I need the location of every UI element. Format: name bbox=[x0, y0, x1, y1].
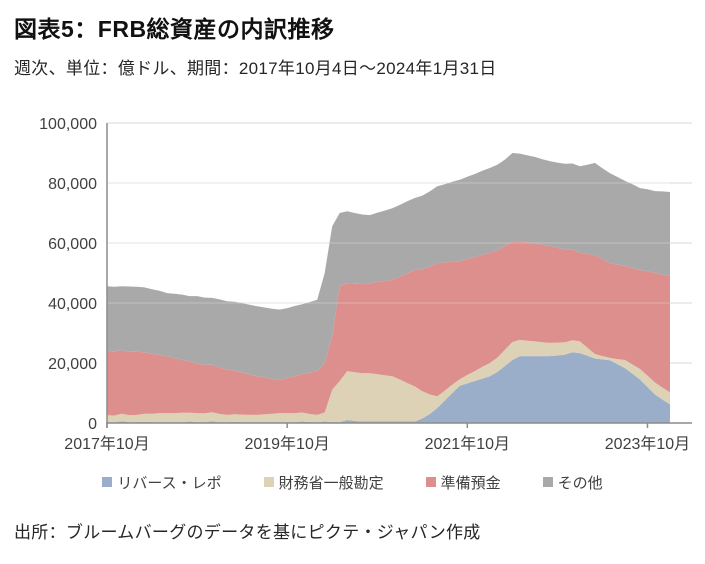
y-axis-label: 20,000 bbox=[48, 356, 97, 373]
legend-swatch-icon bbox=[263, 477, 274, 487]
legend-swatch-icon bbox=[425, 477, 436, 487]
stacked-area-plot: 2017年10月 2019年10月 2021年10月 2023年10月 0 20,000 4… bbox=[39, 116, 692, 453]
y-axis-label: 40,000 bbox=[48, 296, 97, 313]
legend-swatch-icon bbox=[542, 477, 553, 487]
y-axis-label: 100,000 bbox=[39, 116, 97, 133]
chart-legend: リバース・レポ 財務省一般勘定 準備預金 その他 bbox=[0, 471, 705, 493]
chart-title: 図表5：FRB総資産の内訳推移 bbox=[14, 16, 335, 42]
legend-item-1: リバース・レポ bbox=[102, 472, 222, 493]
legend-label: その他 bbox=[557, 474, 603, 492]
legend-item-2: 財務省一般勘定 bbox=[263, 472, 384, 493]
legend-label: 財務省一般勘定 bbox=[278, 474, 384, 492]
area-series-1 bbox=[107, 352, 670, 423]
legend-label: リバース・レポ bbox=[117, 474, 222, 492]
x-axis-label: 2019年10月 bbox=[244, 435, 329, 453]
area-series-2 bbox=[107, 339, 670, 423]
x-axis-label: 2017年10月 bbox=[64, 435, 149, 453]
y-axis-label: 80,000 bbox=[48, 176, 97, 193]
x-axis-label: 2021年10月 bbox=[425, 435, 510, 453]
area-series-3 bbox=[107, 240, 670, 416]
legend-item-3: 準備預金 bbox=[425, 472, 501, 493]
y-axis-label: 0 bbox=[88, 416, 97, 433]
legend-item-4: その他 bbox=[542, 472, 603, 493]
area-series-4 bbox=[107, 153, 670, 380]
x-axis-label: 2023年10月 bbox=[605, 435, 690, 453]
source-note: 出所：ブルームバーグのデータを基にピクテ・ジャパン作成 bbox=[14, 523, 481, 542]
legend-label: 準備預金 bbox=[440, 474, 501, 492]
legend-swatch-icon bbox=[102, 477, 113, 487]
y-axis-label: 60,000 bbox=[48, 236, 97, 253]
chart-subtitle: 週次、単位：億ドル、期間：2017年10月4日～2024年1月31日 bbox=[14, 59, 497, 78]
